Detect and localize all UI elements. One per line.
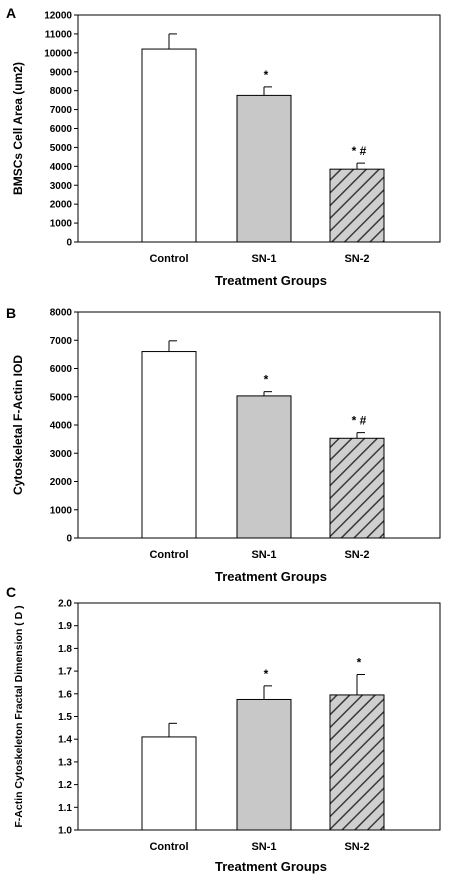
- x-tick-label: SN-1: [251, 841, 276, 853]
- y-tick-label: 1.1: [58, 803, 72, 814]
- bar: [329, 694, 385, 831]
- y-tick-label: 7000: [50, 105, 73, 116]
- y-tick-label: 4000: [50, 162, 73, 173]
- y-tick-label: 5000: [50, 392, 73, 403]
- y-axis-label: F-Actin Cytoskeleton Fractal Dimension (…: [13, 605, 25, 827]
- y-tick-label: 9000: [50, 67, 73, 78]
- bar: [329, 437, 385, 539]
- significance-mark: *: [264, 373, 269, 387]
- panel-letter: A: [6, 5, 16, 21]
- bar: [236, 395, 292, 539]
- y-tick-label: 4000: [50, 421, 73, 432]
- bar: [236, 94, 292, 243]
- significance-mark: *: [264, 667, 269, 681]
- y-tick-label: 6000: [50, 364, 73, 375]
- x-tick-label: Control: [149, 253, 188, 265]
- y-tick-label: 1.3: [58, 757, 72, 768]
- significance-mark: * #: [352, 144, 367, 158]
- y-tick-label: 6000: [50, 124, 73, 135]
- significance-mark: *: [357, 656, 362, 670]
- y-tick-label: 1.0: [58, 826, 72, 837]
- x-tick-label: Control: [149, 841, 188, 853]
- y-axis-label: BMSCs Cell Area (um2): [11, 62, 25, 195]
- bar: [236, 698, 292, 831]
- x-axis-label: Treatment Groups: [215, 859, 327, 874]
- y-tick-label: 0: [66, 238, 72, 249]
- y-tick-label: 3000: [50, 181, 73, 192]
- x-tick-label: SN-2: [344, 253, 369, 265]
- x-tick-label: SN-1: [251, 253, 276, 265]
- panel-letter: B: [6, 305, 16, 321]
- chart-2: C 1.0 1.1 1.2 1.3 1.4 1.5 1.6 1.7 1.8 1.9 2.0 Contro…: [6, 584, 441, 874]
- y-tick-label: 2.0: [58, 599, 72, 610]
- y-tick-label: 1.7: [58, 667, 72, 678]
- chart-0: A 0 1000 2000 3000 4000 5000 6000 7000 8000 9000 10…: [6, 5, 441, 288]
- y-tick-label: 5000: [50, 143, 73, 154]
- y-tick-label: 1.4: [58, 735, 72, 746]
- y-tick-label: 8000: [50, 308, 73, 319]
- y-axis-label: Cytoskeletal F-Actin IOD: [11, 355, 25, 495]
- y-tick-label: 2000: [50, 477, 73, 488]
- y-tick-label: 1.8: [58, 644, 72, 655]
- x-axis-label: Treatment Groups: [215, 273, 327, 288]
- y-tick-label: 1.5: [58, 712, 72, 723]
- y-tick-label: 1000: [50, 505, 73, 516]
- y-tick-label: 12000: [44, 11, 72, 22]
- y-tick-label: 11000: [45, 29, 73, 40]
- y-tick-label: 1.9: [58, 621, 72, 632]
- y-tick-label: 2000: [50, 200, 73, 211]
- y-tick-label: 1.2: [58, 780, 72, 791]
- chart-1: B 0 1000 2000 3000 4000 5000 6000 7000 8000 Contro…: [6, 305, 441, 584]
- x-axis-label: Treatment Groups: [215, 569, 327, 584]
- bar: [141, 351, 197, 539]
- y-tick-label: 0: [66, 534, 72, 545]
- bar: [329, 168, 385, 243]
- panel-letter: C: [6, 584, 16, 600]
- y-tick-label: 7000: [50, 336, 73, 347]
- y-tick-label: 8000: [50, 86, 73, 97]
- x-tick-label: Control: [149, 549, 188, 561]
- significance-mark: *: [264, 68, 269, 82]
- x-tick-label: SN-1: [251, 549, 276, 561]
- significance-mark: * #: [352, 414, 367, 428]
- x-tick-label: SN-2: [344, 841, 369, 853]
- y-tick-label: 1.6: [58, 689, 72, 700]
- bar: [141, 736, 197, 831]
- y-tick-label: 10000: [44, 48, 72, 59]
- bar: [141, 48, 197, 243]
- y-tick-label: 1000: [50, 219, 73, 230]
- y-tick-label: 3000: [50, 449, 73, 460]
- x-tick-label: SN-2: [344, 549, 369, 561]
